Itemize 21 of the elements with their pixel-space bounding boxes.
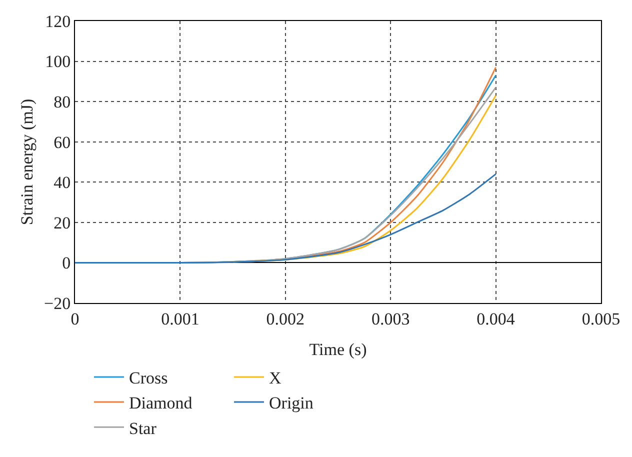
y-axis-title: Strain energy (mJ)	[18, 98, 37, 226]
y-tick-label: 120	[45, 12, 71, 31]
legend-label: Cross	[129, 368, 168, 388]
x-tick-label: 0.001	[161, 309, 200, 328]
legend-label: Star	[129, 418, 157, 438]
x-tick-label: 0.002	[266, 309, 305, 328]
y-tick-label: −20	[44, 294, 71, 313]
y-tick-label: 20	[54, 213, 71, 232]
x-tick-label: 0.003	[371, 309, 410, 328]
y-tick-label: 80	[54, 92, 71, 112]
legend-label: X	[269, 368, 282, 388]
y-tick-label: 0	[62, 254, 71, 273]
y-tick-label: 100	[45, 52, 71, 72]
x-axis-title: Time (s)	[309, 340, 367, 359]
x-tick-label: 0.004	[476, 309, 516, 328]
legend-label: Origin	[269, 394, 314, 413]
x-tick-label: 0.005	[582, 309, 620, 328]
legend-label: Diamond	[129, 394, 193, 413]
y-tick-label: 40	[54, 173, 71, 192]
y-tick-label: 60	[54, 132, 71, 152]
line-series	[75, 173, 497, 264]
